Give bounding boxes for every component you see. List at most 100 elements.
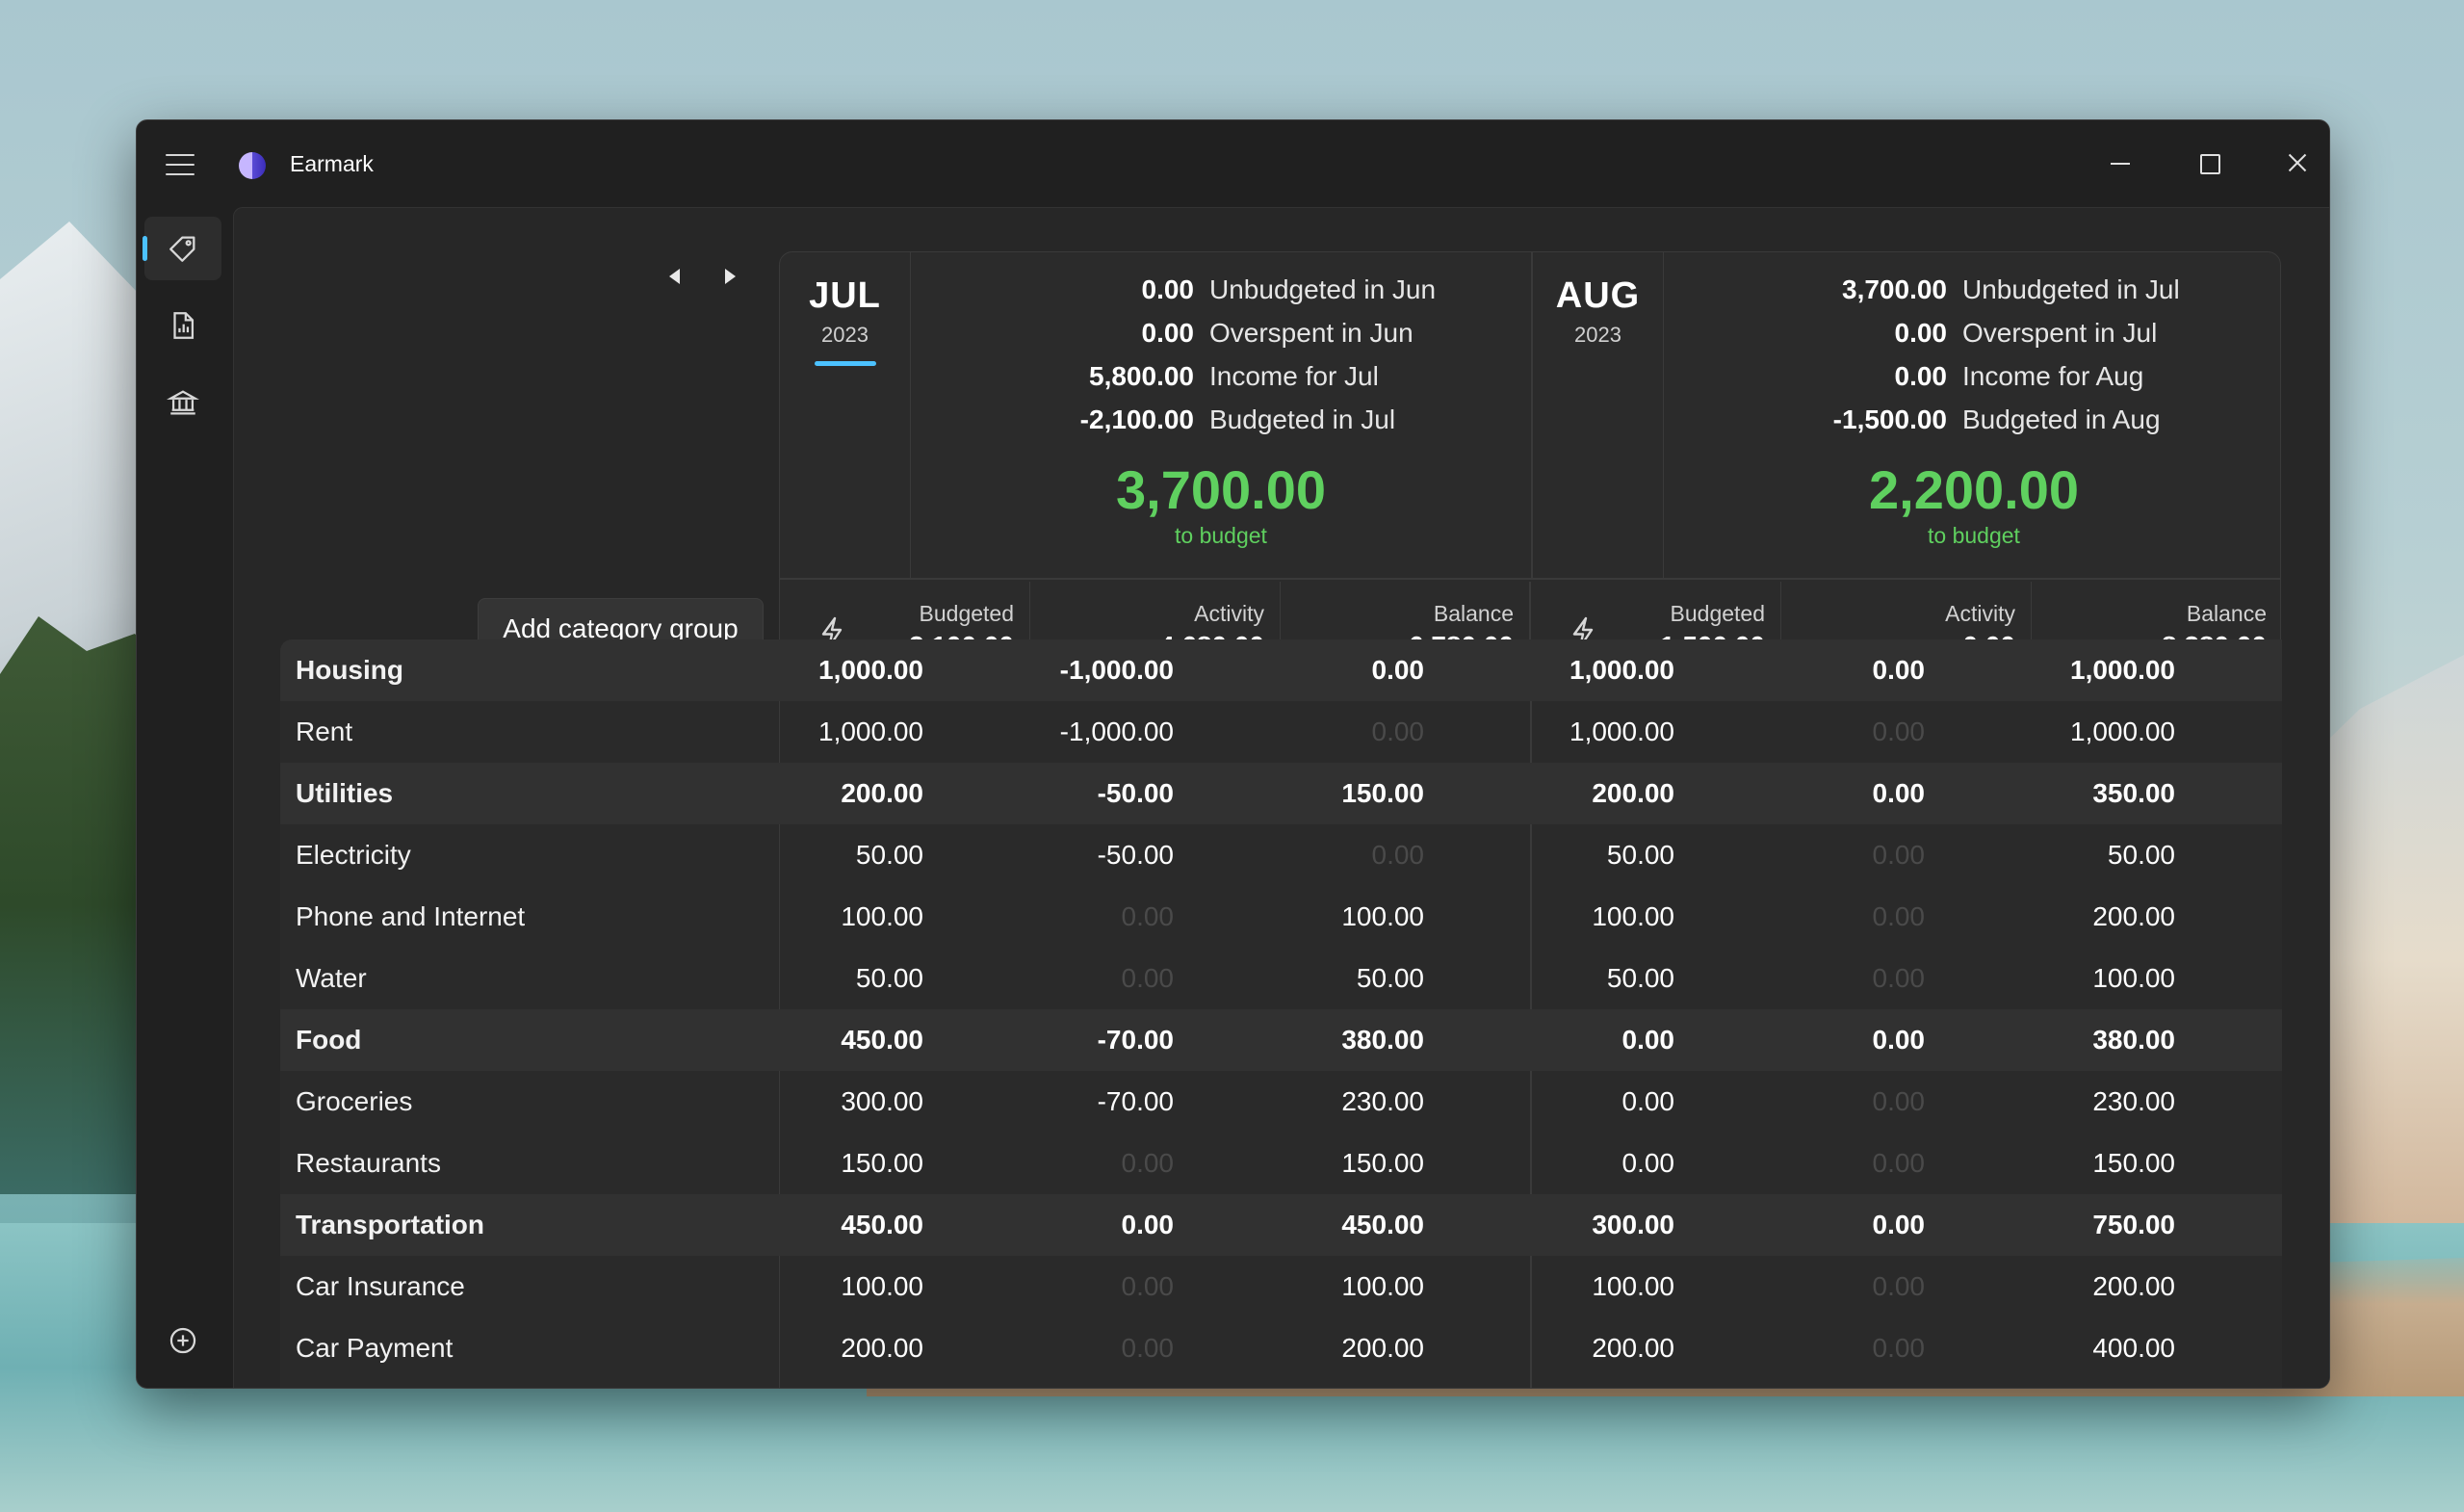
budgeted-cell[interactable]: 0.00	[1621, 1025, 1675, 1055]
month-summary: 0.00 Unbudgeted in Jun 0.00 Overspent in J…	[911, 268, 1531, 549]
maximize-button[interactable]	[2180, 140, 2238, 186]
month-tab-jul[interactable]: JUL 2023	[780, 252, 911, 580]
add-circle-icon	[169, 1327, 196, 1354]
column-label: Activity	[1945, 601, 2015, 626]
balance-cell: 200.00	[2092, 901, 2175, 931]
nav-budget[interactable]	[143, 217, 221, 280]
summary-row: 0.00 Income for Aug	[1664, 354, 2280, 398]
budgeted-cell[interactable]: 1,000.00	[818, 717, 923, 746]
category-row[interactable]: Car Insurance 100.00 0.00 100.00 100.00 0.00 2…	[280, 1256, 2282, 1317]
category-row[interactable]: Restaurants 150.00 0.00 150.00 0.00 0.00 150.0…	[280, 1133, 2282, 1194]
summary-row: 5,800.00 Income for Jul	[911, 354, 1531, 398]
balance-cell: 230.00	[1341, 1086, 1424, 1116]
summary-label: Unbudgeted in Jul	[1962, 274, 2180, 304]
activity-cell: -70.00	[1097, 1025, 1174, 1055]
month-name: JUL	[809, 275, 881, 316]
category-group-row[interactable]: Housing 1,000.00 -1,000.00 0.00 1,000.00 0.00…	[280, 639, 2282, 701]
activity-cell: 0.00	[1872, 717, 1926, 746]
summary-value: 0.00	[1894, 360, 1948, 391]
category-row[interactable]: Phone and Internet 100.00 0.00 100.00 100.00…	[280, 886, 2282, 948]
navigation-rail	[137, 207, 233, 1388]
budgeted-cell[interactable]: 100.00	[841, 901, 923, 931]
activity-cell: 0.00	[1872, 1086, 1926, 1116]
balance-cell: 0.00	[1371, 655, 1425, 685]
activity-cell: -1,000.00	[1059, 655, 1174, 685]
budgeted-cell[interactable]: 200.00	[1592, 1333, 1674, 1363]
close-button[interactable]	[2269, 140, 2326, 186]
budgeted-cell[interactable]: 50.00	[855, 963, 923, 993]
summary-row: 0.00 Overspent in Jul	[1664, 311, 2280, 354]
activity-cell: 0.00	[1121, 963, 1175, 993]
budgeted-cell[interactable]: 300.00	[1592, 1210, 1674, 1239]
caret-right-icon	[724, 269, 736, 284]
next-month-button[interactable]	[715, 262, 744, 291]
month-tab-aug[interactable]: AUG 2023	[1533, 252, 1664, 580]
category-row[interactable]: Rent 1,000.00 -1,000.00 0.00 1,000.00 0.00 1,0…	[280, 701, 2282, 763]
budgeted-cell[interactable]: 100.00	[1592, 901, 1674, 931]
app-logo-icon	[239, 152, 266, 179]
activity-cell: -1,000.00	[1059, 717, 1174, 746]
minimize-button[interactable]	[2091, 140, 2149, 186]
budgeted-cell[interactable]: 150.00	[841, 1148, 923, 1178]
hamburger-menu-icon[interactable]	[166, 154, 195, 175]
balance-cell: 450.00	[1341, 1210, 1424, 1239]
balance-cell: 230.00	[2092, 1086, 2175, 1116]
budgeted-cell[interactable]: 50.00	[1606, 963, 1674, 993]
selected-month-indicator	[814, 361, 876, 366]
summary-row: -1,500.00 Budgeted in Aug	[1664, 398, 2280, 441]
budgeted-cell[interactable]: 50.00	[1606, 840, 1674, 870]
month-year: 2023	[821, 323, 869, 347]
category-row[interactable]: Groceries 300.00 -70.00 230.00 0.00 0.00 230.0…	[280, 1071, 2282, 1133]
budgeted-cell[interactable]: 50.00	[855, 840, 923, 870]
category-group-row[interactable]: Food 450.00 -70.00 380.00 0.00 0.00 380.00	[280, 1009, 2282, 1071]
balance-cell: 100.00	[1341, 1271, 1424, 1301]
budgeted-cell[interactable]: 200.00	[841, 1333, 923, 1363]
activity-cell: -70.00	[1097, 1086, 1174, 1116]
budgeted-cell[interactable]: 200.00	[841, 778, 923, 808]
balance-cell: 1,000.00	[2070, 655, 2175, 685]
summary-row: 3,700.00 Unbudgeted in Jul	[1664, 268, 2280, 311]
summary-value: 0.00	[1894, 317, 1948, 348]
category-name: Groceries	[296, 1086, 413, 1116]
category-row[interactable]: Car Payment 200.00 0.00 200.00 200.00 0.00 400…	[280, 1317, 2282, 1379]
category-group-name: Food	[296, 1025, 362, 1055]
previous-month-button[interactable]	[660, 262, 688, 291]
month-summary: 3,700.00 Unbudgeted in Jul 0.00 Overspent …	[1664, 268, 2280, 549]
category-group-row[interactable]: Transportation 450.00 0.00 450.00 300.00 0.00…	[280, 1194, 2282, 1256]
category-name: Phone and Internet	[296, 901, 526, 931]
budgeted-cell[interactable]: 1,000.00	[818, 655, 923, 685]
summary-value: -1,500.00	[1832, 404, 1947, 434]
nav-accounts[interactable]	[144, 371, 221, 434]
nav-reports[interactable]	[144, 294, 221, 357]
category-name: Car Payment	[296, 1333, 454, 1363]
budgeted-cell[interactable]: 450.00	[841, 1210, 923, 1239]
balance-cell: 0.00	[1371, 840, 1425, 870]
category-name: Rent	[296, 717, 353, 746]
category-group-row[interactable]: Utilities 200.00 -50.00 150.00 200.00 0.00 350…	[280, 763, 2282, 824]
category-table: Housing 1,000.00 -1,000.00 0.00 1,000.00 0.00…	[280, 639, 2282, 1388]
budgeted-cell[interactable]: 1,000.00	[1569, 655, 1674, 685]
nav-add[interactable]	[144, 1309, 221, 1372]
balance-cell: 200.00	[1341, 1333, 1424, 1363]
budgeted-cell[interactable]: 200.00	[1592, 778, 1674, 808]
column-label: Budgeted	[1670, 601, 1765, 626]
column-label: Balance	[1433, 601, 1514, 626]
month-summary-aug: AUG 2023 3,700.00 Unbudgeted in Jul 0.00 O…	[1531, 252, 2280, 580]
category-row[interactable]: Water 50.00 0.00 50.00 50.00 0.00 100.00	[280, 948, 2282, 1009]
balance-cell: 380.00	[1341, 1025, 1424, 1055]
month-summary-jul: JUL 2023 0.00 Unbudgeted in Jun 0.00 Overs…	[780, 252, 1531, 580]
budgeted-cell[interactable]: 100.00	[1592, 1271, 1674, 1301]
budgeted-cell[interactable]: 100.00	[841, 1271, 923, 1301]
to-budget-label: to budget	[1175, 523, 1267, 548]
budgeted-cell[interactable]: 0.00	[1621, 1148, 1675, 1178]
category-name: Water	[296, 963, 367, 993]
balance-cell: 350.00	[2092, 778, 2175, 808]
activity-cell: 0.00	[1872, 778, 1926, 808]
budgeted-cell[interactable]: 1,000.00	[1569, 717, 1674, 746]
category-row[interactable]: Electricity 50.00 -50.00 0.00 50.00 0.00 50.00	[280, 824, 2282, 886]
budgeted-cell[interactable]: 300.00	[841, 1086, 923, 1116]
balance-cell: 150.00	[1341, 778, 1424, 808]
summary-value: -2,100.00	[1079, 404, 1194, 434]
budgeted-cell[interactable]: 450.00	[841, 1025, 923, 1055]
budgeted-cell[interactable]: 0.00	[1621, 1086, 1675, 1116]
